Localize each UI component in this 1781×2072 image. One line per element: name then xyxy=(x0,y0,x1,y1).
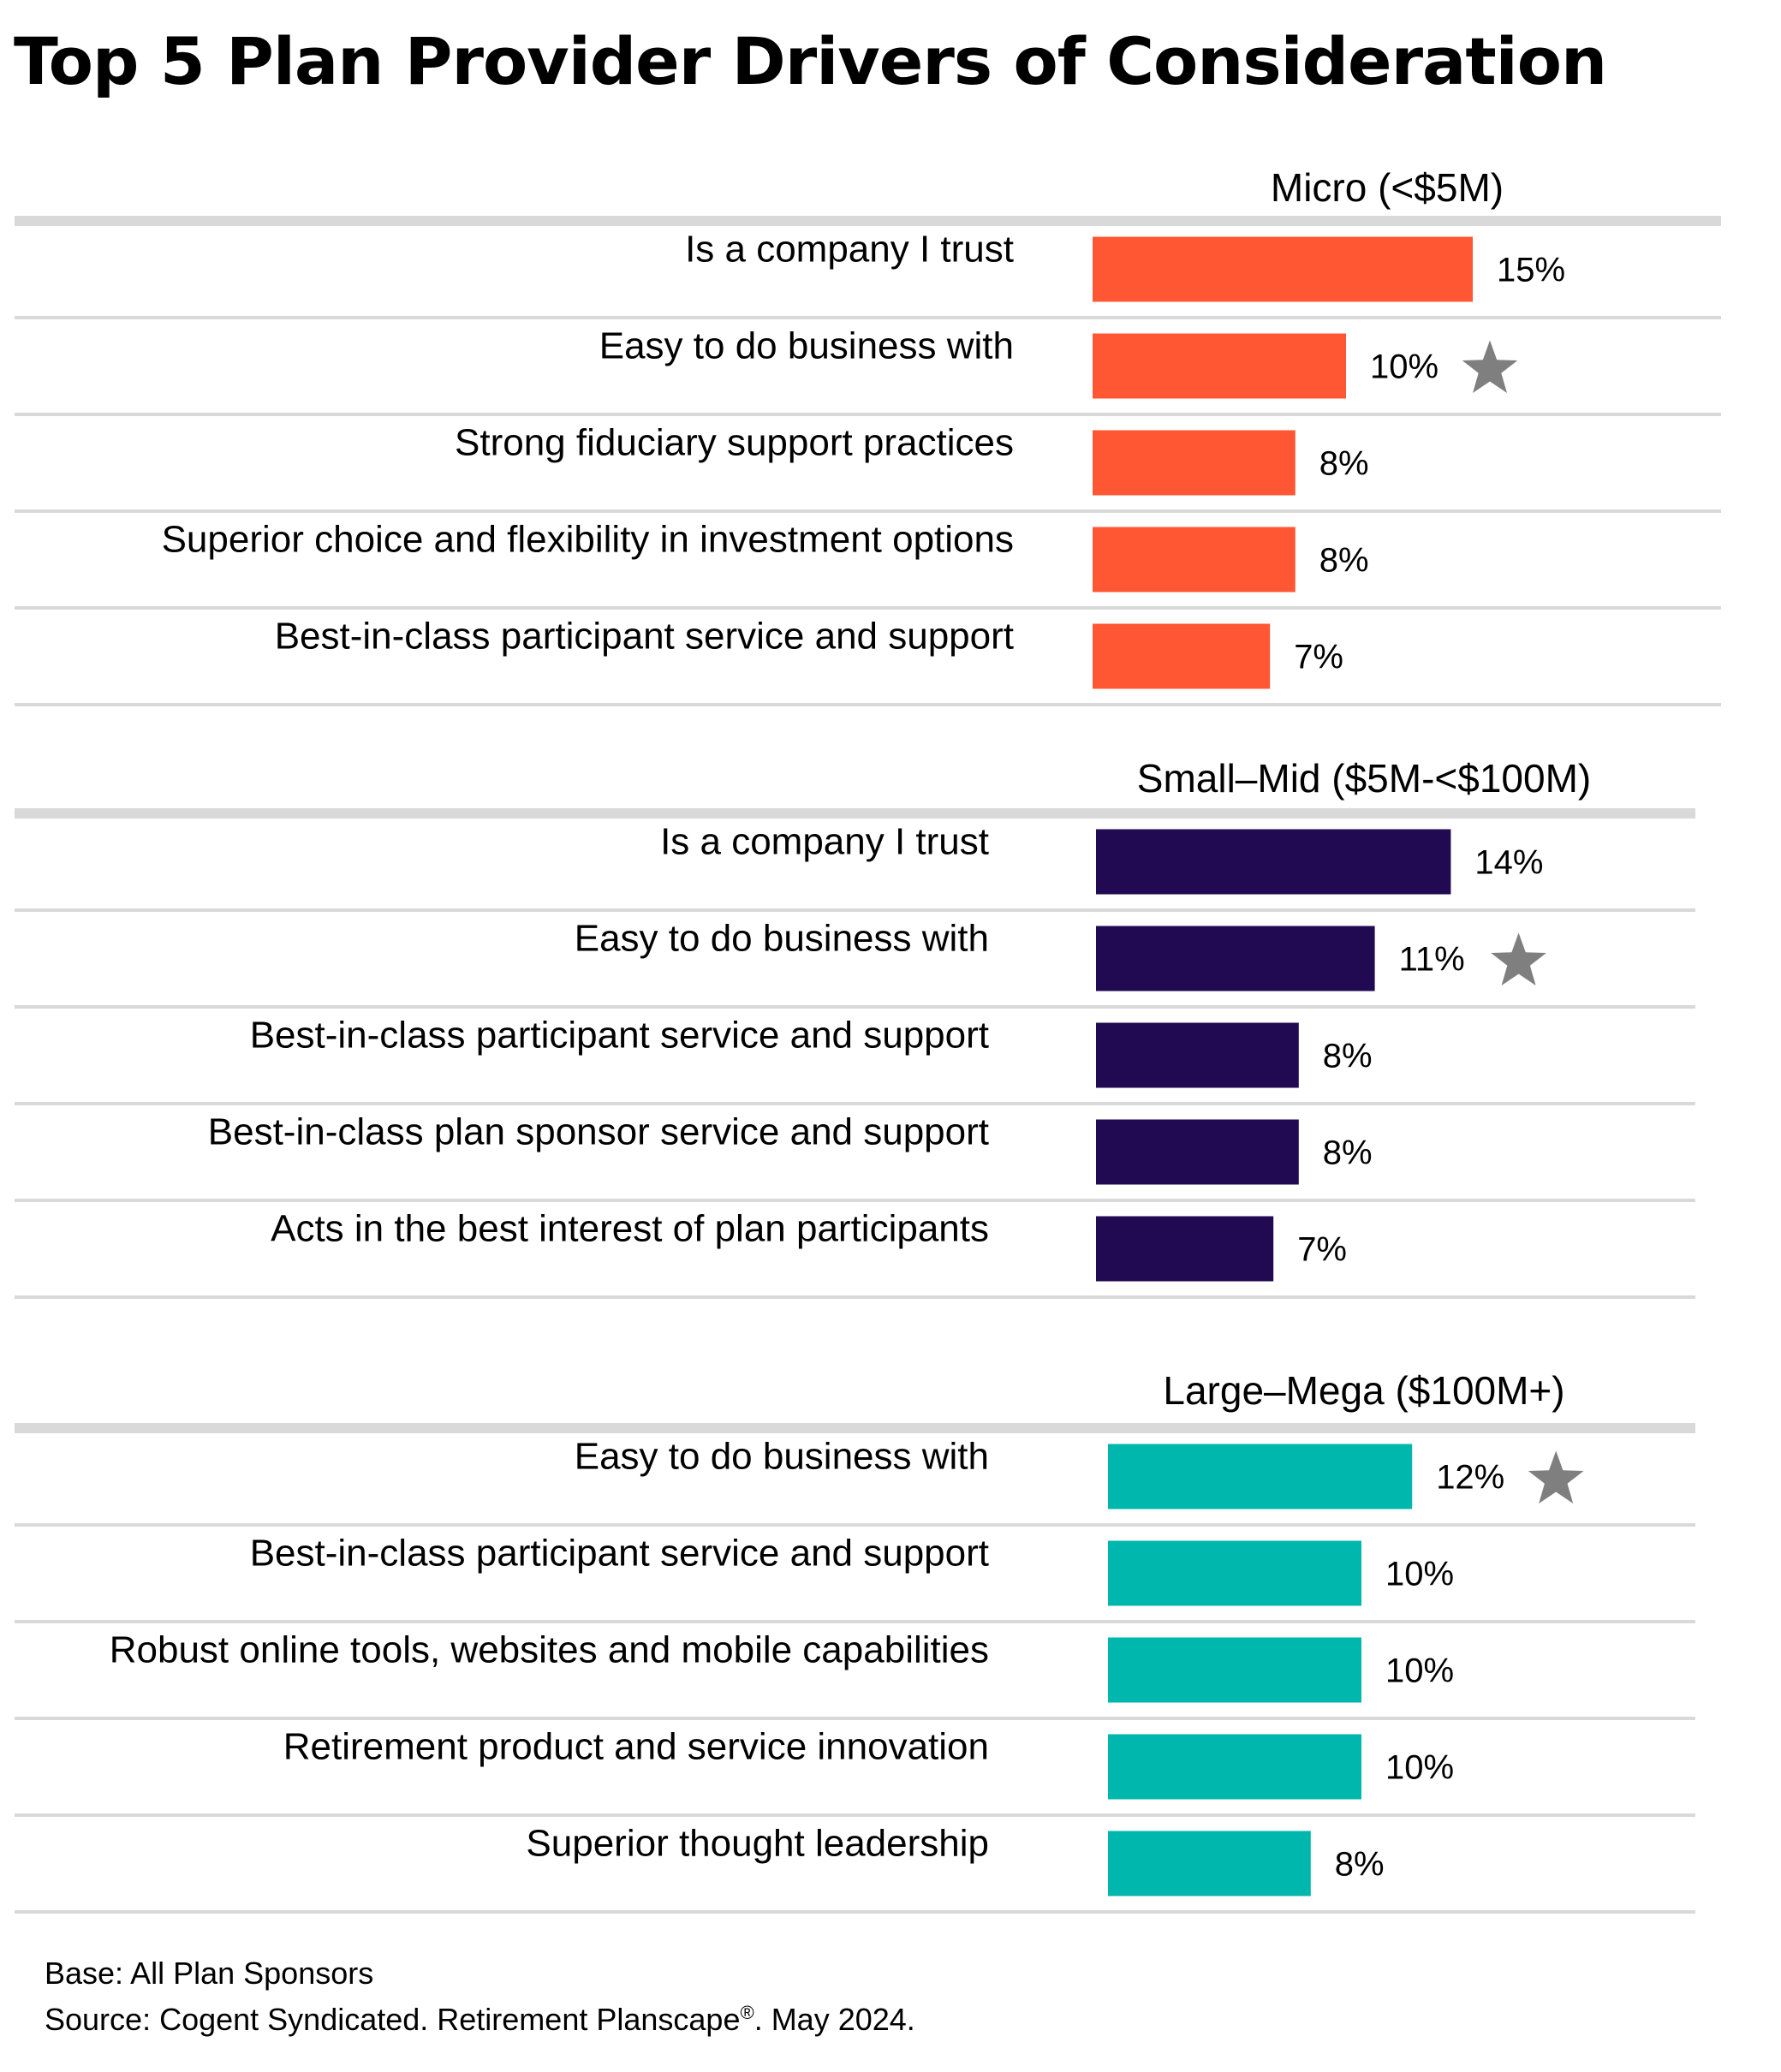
panel-title: Small–Mid ($5M-<$100M) xyxy=(1137,756,1591,801)
category-label: Easy to do business with xyxy=(575,918,989,960)
category-label: Retirement product and service innovatio… xyxy=(283,1726,989,1768)
data-label: 8% xyxy=(1335,1846,1385,1884)
data-label: 7% xyxy=(1297,1231,1347,1269)
data-label: 10% xyxy=(1385,1556,1454,1593)
category-label: Best-in-class plan sponsor service and s… xyxy=(208,1111,989,1153)
category-label: Superior thought leadership xyxy=(526,1823,989,1865)
row-divider xyxy=(15,908,1695,912)
bar xyxy=(1093,527,1296,592)
row-divider xyxy=(15,1813,1695,1817)
bar xyxy=(1096,1216,1274,1282)
data-label: 8% xyxy=(1319,445,1369,483)
data-label: 8% xyxy=(1323,1038,1373,1075)
data-label: 12% xyxy=(1436,1459,1504,1497)
bar xyxy=(1108,1637,1361,1703)
bar-chart: Micro (<$5M) Is a company I trust 15% Easy … xyxy=(15,165,1721,1914)
star-icon xyxy=(1491,932,1546,985)
category-label: Easy to do business with xyxy=(575,1436,989,1478)
source-date: . May 2024. xyxy=(754,2002,915,2037)
panel-top-rule xyxy=(15,808,1695,819)
bar xyxy=(1096,926,1375,991)
panel-title: Large–Mega ($100M+) xyxy=(1163,1368,1564,1413)
category-label: Best-in-class participant service and su… xyxy=(275,616,1014,658)
category-label: Superior choice and flexibility in inves… xyxy=(162,519,1014,561)
star-icon xyxy=(1462,340,1518,393)
row-divider xyxy=(15,606,1721,610)
data-label: 7% xyxy=(1294,639,1343,676)
base-note: Base: All Plan Sponsors xyxy=(45,1956,374,1991)
row-divider xyxy=(15,1199,1695,1202)
category-label: Best-in-class participant service and su… xyxy=(250,1015,989,1057)
row-divider xyxy=(15,1523,1695,1527)
category-label: Easy to do business with xyxy=(599,325,1014,367)
category-label: Best-in-class participant service and su… xyxy=(250,1533,989,1575)
bar xyxy=(1093,430,1296,496)
bar xyxy=(1108,1540,1361,1606)
row-divider xyxy=(15,1102,1695,1105)
bar xyxy=(1093,623,1271,689)
row-divider xyxy=(15,1717,1695,1720)
row-divider xyxy=(15,413,1721,416)
bar xyxy=(1093,236,1473,302)
data-label: 14% xyxy=(1474,844,1543,882)
row-divider xyxy=(15,1620,1695,1623)
data-label: 10% xyxy=(1385,1652,1454,1690)
bar xyxy=(1096,829,1451,895)
data-label: 11% xyxy=(1399,941,1465,979)
row-divider xyxy=(15,703,1721,706)
data-label: 10% xyxy=(1385,1749,1454,1787)
bar xyxy=(1108,1444,1413,1509)
data-label: 10% xyxy=(1370,348,1438,386)
bar xyxy=(1108,1734,1361,1800)
row-divider xyxy=(15,316,1721,319)
source-note: Source: Cogent Syndicated. Retirement Pl… xyxy=(45,1993,915,2039)
data-label: 8% xyxy=(1319,542,1369,580)
star-icon xyxy=(1528,1450,1584,1503)
row-divider xyxy=(15,509,1721,513)
chart-title: Top 5 Plan Provider Drivers of Considera… xyxy=(14,23,1607,99)
category-label: Is a company I trust xyxy=(685,229,1014,271)
category-label: Is a company I trust xyxy=(660,821,989,863)
category-label: Strong fiduciary support practices xyxy=(455,422,1014,464)
row-divider xyxy=(15,1295,1695,1299)
registered-mark: ® xyxy=(740,2002,754,2023)
category-label: Acts in the best interest of plan partic… xyxy=(271,1208,989,1250)
source-text: Source: Cogent Syndicated. Retirement Pl… xyxy=(45,2002,741,2037)
data-label: 15% xyxy=(1497,252,1565,289)
panel-top-rule xyxy=(15,1423,1695,1433)
panel-title: Micro (<$5M) xyxy=(1271,165,1504,210)
bar xyxy=(1093,333,1346,399)
row-divider xyxy=(15,1910,1695,1914)
panel-top-rule xyxy=(15,216,1721,226)
data-label: 8% xyxy=(1323,1134,1373,1172)
category-label: Robust online tools, websites and mobile… xyxy=(110,1629,989,1671)
bar xyxy=(1096,1022,1299,1088)
row-divider xyxy=(15,1005,1695,1009)
bar xyxy=(1108,1831,1311,1896)
bar xyxy=(1096,1119,1299,1185)
